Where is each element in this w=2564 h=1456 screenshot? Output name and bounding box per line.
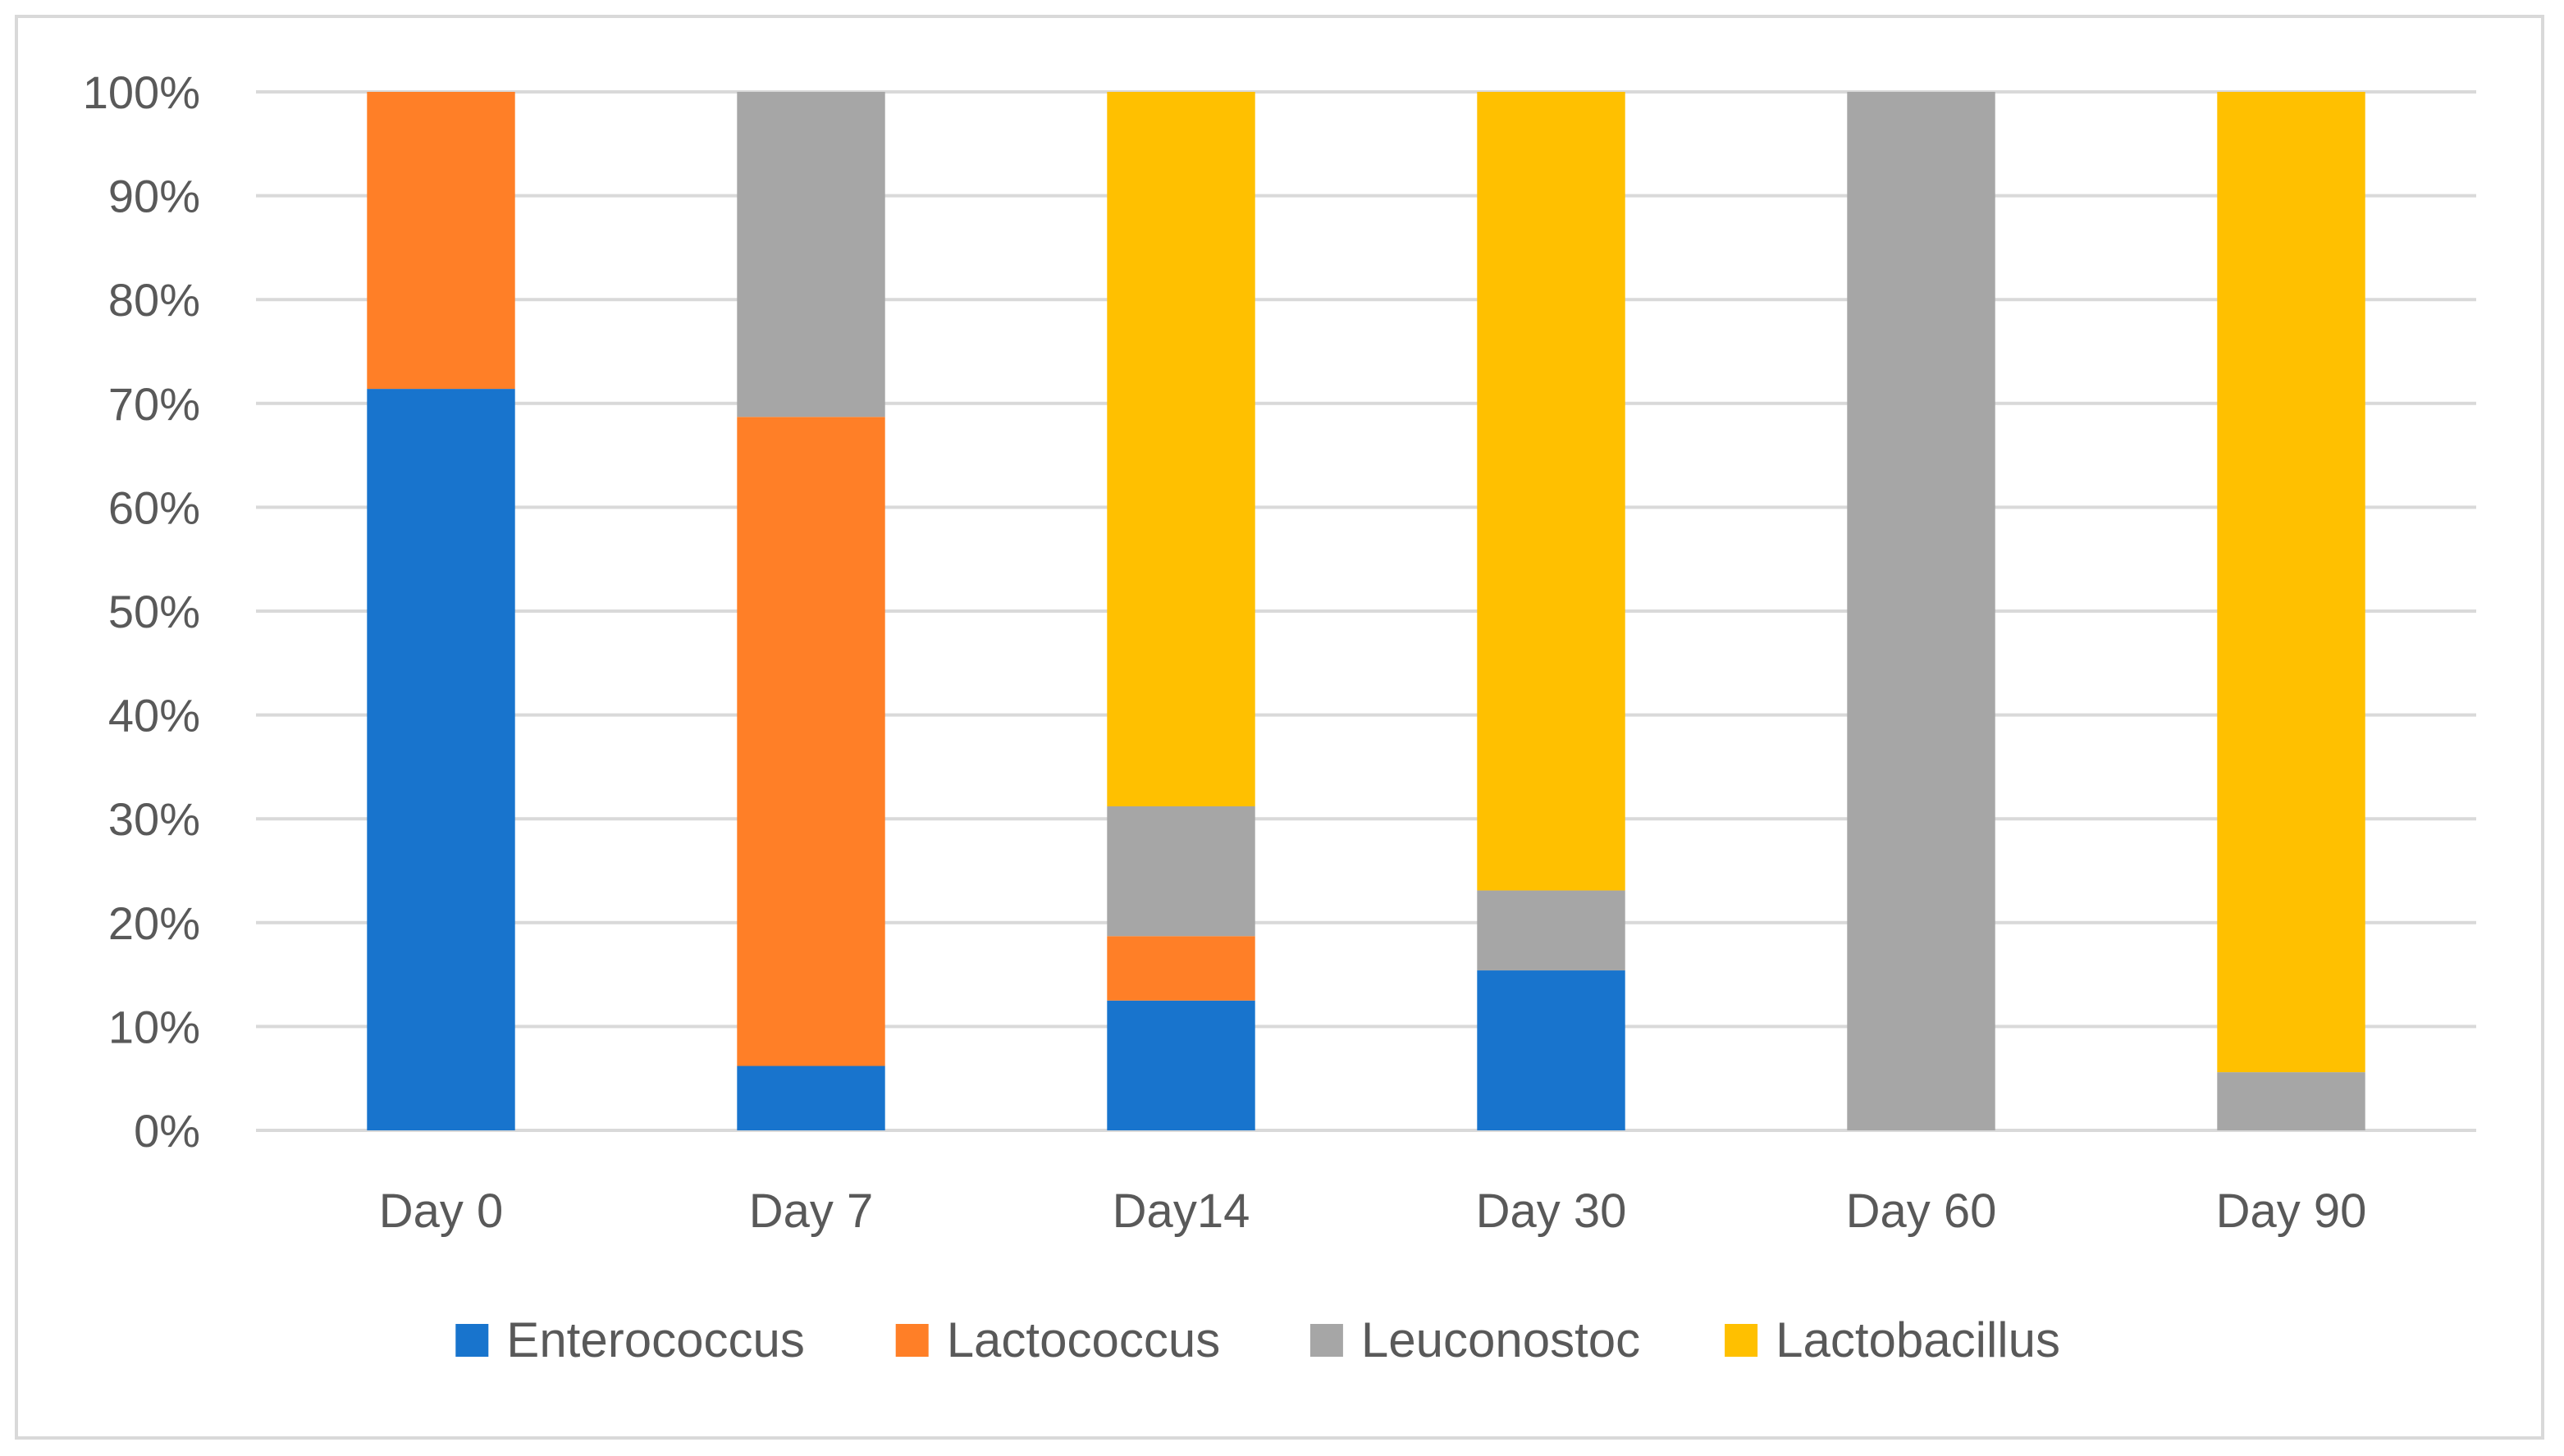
legend-label-leuconostoc: Leuconostoc	[1361, 1312, 1640, 1367]
bar-segment-lactococcus-day0	[367, 92, 515, 390]
y-tick-label: 30%	[108, 793, 200, 845]
legend: Enterococcus Lactococcus Leuconostoc Lactob…	[455, 1312, 2060, 1367]
legend-swatch-lactobacillus	[1725, 1324, 1758, 1357]
y-tick-label: 50%	[108, 586, 200, 637]
gridlines	[256, 90, 2476, 1132]
bar-segment-leuconostoc-day14	[1107, 806, 1255, 937]
bar-segment-enterococcus-day0	[367, 389, 515, 1130]
y-axis-tick-labels: 0% 10% 20% 30% 40% 50% 60% 70% 80% 90% 100%	[83, 66, 200, 1157]
y-tick-label: 70%	[108, 378, 200, 430]
x-category-label: Day 90	[2216, 1184, 2367, 1238]
x-axis-category-labels: Day 0 Day 7 Day14 Day 30 Day 60 Day 90	[379, 1184, 2367, 1238]
legend-label-lactobacillus: Lactobacillus	[1776, 1312, 2060, 1367]
bar-segment-leuconostoc-day7	[737, 92, 885, 418]
x-category-label: Day14	[1113, 1184, 1250, 1238]
y-tick-label: 90%	[108, 171, 200, 222]
x-category-label: Day 0	[379, 1184, 504, 1238]
bar-segment-enterococcus-day30	[1477, 970, 1625, 1130]
legend-swatch-enterococcus	[455, 1324, 489, 1357]
bar-segment-leuconostoc-day60	[1847, 92, 1995, 1130]
y-tick-label: 0%	[134, 1105, 200, 1157]
bar-segment-lactobacillus-day90	[2217, 92, 2365, 1073]
y-tick-label: 100%	[83, 66, 200, 118]
bars	[367, 92, 2365, 1130]
legend-swatch-leuconostoc	[1309, 1324, 1343, 1357]
x-category-label: Day 30	[1476, 1184, 1627, 1238]
bar-segment-leuconostoc-day30	[1477, 890, 1625, 971]
y-tick-label: 80%	[108, 274, 200, 326]
bar-segment-leuconostoc-day90	[2217, 1072, 2365, 1130]
legend-swatch-lactococcus	[895, 1324, 929, 1357]
bar-segment-lactobacillus-day30	[1477, 92, 1625, 891]
bar-segment-lactobacillus-day14	[1107, 92, 1255, 807]
x-category-label: Day 7	[749, 1184, 874, 1238]
legend-label-lactococcus: Lactococcus	[947, 1312, 1221, 1367]
bar-segment-enterococcus-day14	[1107, 1000, 1255, 1130]
y-tick-label: 60%	[108, 482, 200, 533]
bar-segment-enterococcus-day7	[737, 1066, 885, 1130]
x-category-label: Day 60	[1846, 1184, 1997, 1238]
legend-label-enterococcus: Enterococcus	[506, 1312, 805, 1367]
bar-segment-lactococcus-day7	[737, 417, 885, 1066]
y-tick-label: 40%	[108, 690, 200, 742]
bar-segment-lactococcus-day14	[1107, 936, 1255, 1001]
y-tick-label: 20%	[108, 897, 200, 949]
y-tick-label: 10%	[108, 1001, 200, 1052]
